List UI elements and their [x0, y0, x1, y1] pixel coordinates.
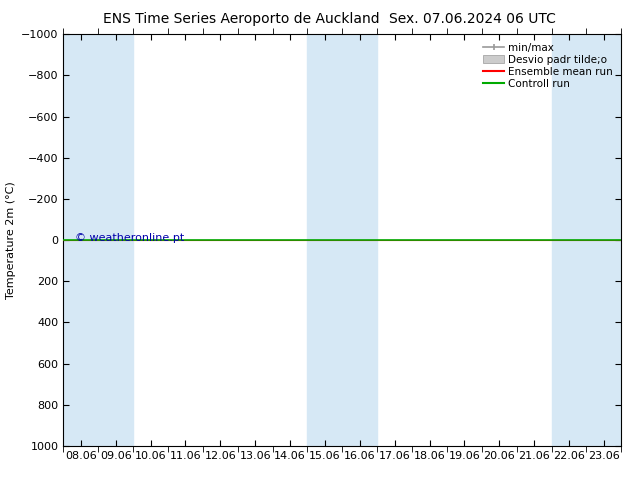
Y-axis label: Temperature 2m (°C): Temperature 2m (°C) [6, 181, 16, 299]
Text: Sex. 07.06.2024 06 UTC: Sex. 07.06.2024 06 UTC [389, 12, 556, 26]
Bar [63, 34, 133, 446]
Bar [552, 34, 621, 446]
Text: ENS Time Series Aeroporto de Auckland: ENS Time Series Aeroporto de Auckland [103, 12, 379, 26]
Bar [307, 34, 377, 446]
Text: © weatheronline.pt: © weatheronline.pt [75, 233, 184, 243]
Legend: min/max, Desvio padr tilde;o, Ensemble mean run, Controll run: min/max, Desvio padr tilde;o, Ensemble m… [480, 40, 616, 92]
